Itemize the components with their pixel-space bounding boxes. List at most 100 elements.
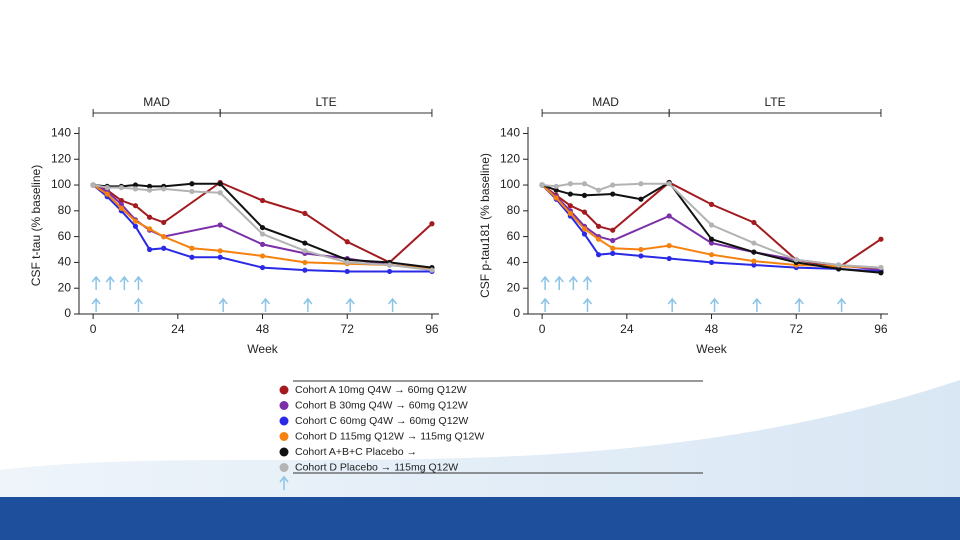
dose-arrow [345,297,355,312]
legend-marker [279,385,289,395]
y-tick-label: 60 [58,229,72,243]
y-tick-label: 0 [513,306,520,320]
legend-label: Cohort B 30mg Q4W → 60mg Q12W [295,399,468,411]
data-point [539,182,545,188]
data-point [132,203,139,209]
data-point [132,186,139,192]
data-point [595,187,602,193]
data-point [666,181,672,187]
data-point [386,262,393,268]
data-point [161,234,167,240]
data-point [90,182,96,188]
x-tick-label: 72 [341,322,355,336]
data-point [567,191,573,197]
y-tick-label: 20 [58,280,72,294]
data-point [708,222,715,228]
data-point [610,245,616,251]
data-point [302,210,308,217]
footer-band [0,497,960,540]
y-tick-label: 20 [507,280,521,294]
dose-arrow [303,297,313,312]
data-point [344,239,350,245]
data-point [553,195,559,201]
y-axis-title: CSF p-tau181 (% baseline) [478,153,492,298]
data-point [708,236,715,242]
dose-arrow [709,297,720,312]
data-point [429,267,435,273]
dose-arrow [260,297,271,312]
data-point [666,213,672,219]
y-tick-label: 60 [507,229,521,243]
data-point [581,226,588,232]
y-tick-label: 0 [64,306,71,320]
data-point [567,210,573,217]
series-line [92,181,433,264]
dose-arrow [582,275,593,290]
y-tick-label: 140 [51,126,71,140]
x-tick-label: 48 [256,322,270,336]
data-point [302,267,308,273]
legend-label: Cohort C 60mg Q4W → 60mg Q12W [295,415,468,427]
y-tick-label: 120 [500,151,520,165]
data-point [146,246,153,253]
dose-arrow [794,297,804,312]
x-tick-label: 0 [90,322,97,336]
dose-arrow [837,297,847,312]
data-point [553,183,559,189]
data-point [132,182,139,188]
data-point [259,241,266,247]
data-point [581,231,588,237]
data-point [595,252,602,258]
data-point [429,221,435,227]
legend-marker [279,401,289,410]
legend-label: Cohort A 10mg Q4W → 60mg Q12W [295,384,467,396]
data-point [878,236,884,242]
dose-arrow [582,297,593,312]
data-point [595,223,602,229]
data-point [189,245,195,251]
data-point [581,181,588,187]
dose-arrow [667,297,677,312]
data-point [217,248,223,254]
legend-label: Cohort D Placebo → 115mg Q12W [295,461,458,473]
data-point [708,259,715,266]
legend-label: Cohort A+B+C Placebo → [295,446,417,458]
legend: Cohort A 10mg Q4W → 60mg Q12W Cohort B 30… [279,380,703,490]
legend-marker [279,432,289,441]
data-point [610,250,616,256]
dose-arrow [388,297,398,312]
data-point [146,187,153,193]
data-point [302,240,308,246]
data-point [189,254,195,260]
data-point [595,236,602,242]
data-point [259,197,266,204]
data-point [118,197,124,204]
data-point [610,191,616,197]
dose-arrow [540,297,550,312]
data-point [132,223,139,229]
data-point [344,259,350,266]
dose-arrow [554,275,564,290]
data-point [638,181,644,187]
data-point [751,262,757,268]
data-point [217,190,223,196]
data-point [104,191,110,197]
data-point [132,218,139,224]
dose-arrow [568,275,578,290]
x-axis-title: Week [247,342,278,356]
data-point [581,192,588,198]
x-tick-label: 96 [874,322,888,336]
y-tick-label: 120 [51,151,71,165]
dose-arrow [91,275,101,290]
phase-label: LTE [315,95,336,109]
y-axis-title: CSF t-tau (% baseline) [29,165,43,286]
x-tick-label: 48 [705,322,719,336]
data-point [610,182,616,188]
phase-label: MAD [592,95,619,109]
x-tick-label: 0 [539,322,546,336]
data-point [386,268,393,275]
data-point [567,203,573,209]
dose-arrow [105,275,115,290]
y-tick-label: 80 [507,203,521,217]
y-tick-label: 40 [507,255,521,269]
